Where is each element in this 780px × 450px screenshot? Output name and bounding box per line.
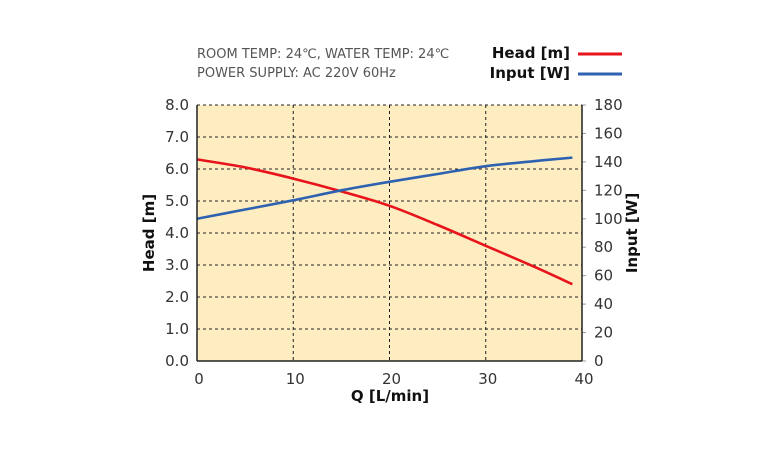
y-tick-label: 8.0 [165, 96, 189, 114]
y2-tick-label: 20 [594, 324, 613, 342]
y2-tick-label: 40 [594, 295, 613, 313]
y2-tick-label: 60 [594, 267, 613, 285]
x-tick-label: 30 [478, 370, 497, 388]
y-tick-label: 0.0 [165, 352, 189, 370]
y-tick-label: 1.0 [165, 320, 189, 338]
note-power-supply: POWER SUPPLY: AC 220V 60Hz [197, 66, 396, 81]
y-tick-label: 3.0 [165, 256, 189, 274]
series-line-head [196, 158, 573, 286]
y-tick-label: 7.0 [165, 128, 189, 146]
x-tick-label: 40 [574, 370, 593, 388]
y2-tick-label: 120 [594, 181, 623, 199]
y2-tick-label: 0 [594, 352, 604, 370]
x-tick-label: 20 [382, 370, 401, 388]
y-tick-label: 2.0 [165, 288, 189, 306]
y2-tick-label: 160 [594, 124, 623, 142]
y-tick-label: 6.0 [165, 160, 189, 178]
note-conditions: ROOM TEMP: 24℃, WATER TEMP: 24℃ [197, 47, 449, 62]
y2-tick-label: 140 [594, 153, 623, 171]
series-line-input [196, 156, 573, 221]
y-axis-label: Head [m] [140, 194, 158, 272]
legend-label-head: Head [m] [492, 44, 570, 62]
x-axis-label: Q [L/min] [351, 387, 429, 405]
y2-tick-label: 100 [594, 210, 623, 228]
y-tick-label: 4.0 [165, 224, 189, 242]
x-tick-label: 10 [286, 370, 305, 388]
y2-axis-label: Input [W] [623, 193, 641, 273]
legend: Head [m] Input [W] [490, 44, 622, 82]
legend-label-input: Input [W] [490, 64, 570, 82]
y-tick-label: 5.0 [165, 192, 189, 210]
y2-tick-label: 180 [594, 96, 623, 114]
y2-tick-label: 80 [594, 238, 613, 256]
x-tick-label: 0 [194, 370, 204, 388]
